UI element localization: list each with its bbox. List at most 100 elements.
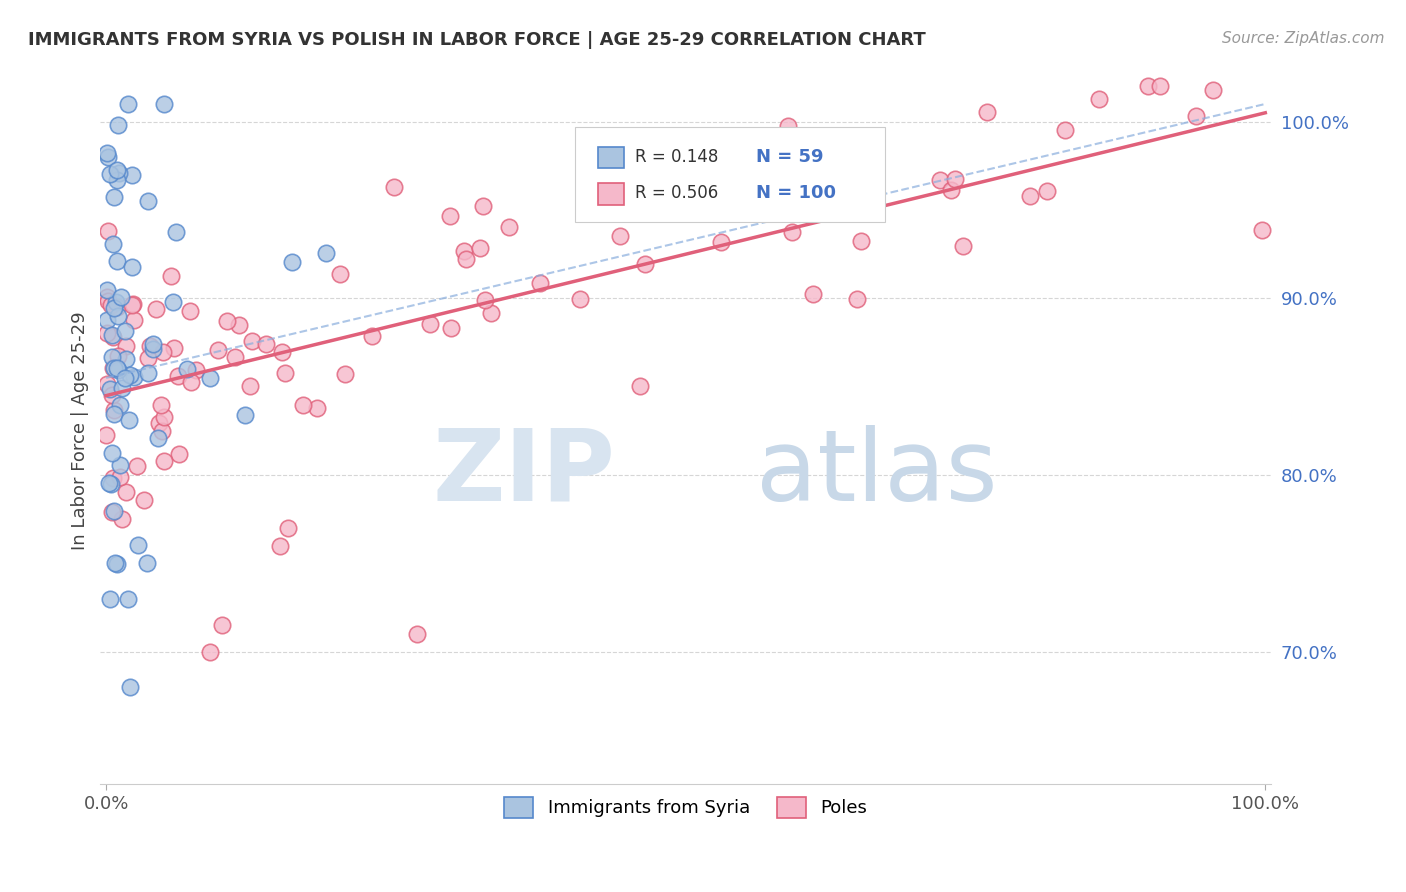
Point — [211, 618, 233, 632]
Point — [101, 471, 124, 485]
Point — [136, 351, 159, 365]
Point — [976, 105, 998, 120]
Point — [277, 521, 299, 535]
Point — [215, 314, 238, 328]
Point — [108, 458, 131, 473]
Point — [139, 339, 162, 353]
Point — [96, 377, 118, 392]
Point — [240, 334, 263, 348]
Point — [179, 304, 201, 318]
Point — [184, 363, 207, 377]
Point — [928, 172, 950, 186]
Point — [849, 234, 872, 248]
Point — [165, 225, 187, 239]
Point — [101, 351, 124, 365]
Point — [103, 407, 125, 421]
Point — [104, 557, 127, 571]
Point — [468, 241, 491, 255]
Point — [121, 168, 143, 182]
Point — [115, 351, 138, 366]
Point — [1053, 122, 1076, 136]
Point — [97, 475, 120, 490]
Point — [105, 361, 128, 376]
Point — [474, 293, 496, 308]
Point — [107, 309, 129, 323]
Point — [121, 297, 143, 311]
Point — [160, 269, 183, 284]
Point — [569, 292, 592, 306]
Point — [117, 591, 139, 606]
Point — [98, 167, 121, 181]
Point — [440, 320, 463, 334]
Point — [108, 469, 131, 483]
Point — [200, 371, 222, 385]
Point — [101, 387, 124, 401]
Point — [136, 557, 159, 571]
Point — [96, 313, 118, 327]
Point — [498, 219, 520, 234]
Point — [118, 680, 141, 694]
Text: ZIP: ZIP — [433, 425, 616, 522]
Point — [813, 170, 835, 185]
Point — [118, 413, 141, 427]
Point — [329, 268, 352, 282]
Point — [180, 376, 202, 390]
Point — [1251, 222, 1274, 236]
Point — [107, 349, 129, 363]
Point — [780, 225, 803, 239]
Point — [127, 538, 149, 552]
Point — [103, 301, 125, 315]
Point — [176, 361, 198, 376]
Point — [1019, 189, 1042, 203]
Text: R = 0.506: R = 0.506 — [636, 185, 718, 202]
Point — [101, 361, 124, 376]
Point — [96, 428, 118, 442]
Point — [406, 627, 429, 641]
Point — [101, 236, 124, 251]
Point — [315, 245, 337, 260]
Point — [628, 379, 651, 393]
Point — [256, 336, 278, 351]
Point — [101, 330, 124, 344]
Point — [107, 362, 129, 376]
Text: IMMIGRANTS FROM SYRIA VS POLISH IN LABOR FORCE | AGE 25-29 CORRELATION CHART: IMMIGRANTS FROM SYRIA VS POLISH IN LABOR… — [28, 31, 927, 49]
Point — [97, 293, 120, 308]
Point — [100, 445, 122, 459]
Point — [943, 171, 966, 186]
Point — [471, 199, 494, 213]
Point — [100, 298, 122, 312]
Point — [108, 166, 131, 180]
Point — [100, 328, 122, 343]
Point — [150, 425, 173, 439]
Point — [148, 431, 170, 445]
Point — [145, 301, 167, 316]
Point — [634, 257, 657, 271]
Point — [111, 512, 134, 526]
Point — [96, 283, 118, 297]
Text: N = 100: N = 100 — [756, 185, 837, 202]
Point — [142, 342, 165, 356]
Point — [271, 345, 294, 359]
Point — [291, 398, 314, 412]
Point — [105, 162, 128, 177]
Point — [1036, 184, 1059, 198]
Point — [776, 119, 799, 133]
Point — [120, 368, 142, 382]
Point — [269, 539, 291, 553]
Point — [115, 339, 138, 353]
Point — [121, 298, 143, 312]
Point — [152, 410, 174, 425]
Text: N = 59: N = 59 — [756, 147, 824, 166]
Point — [167, 447, 190, 461]
Point — [734, 129, 756, 144]
Bar — [598, 146, 624, 168]
Point — [111, 381, 134, 395]
Point — [136, 194, 159, 209]
Point — [239, 378, 262, 392]
Point — [939, 183, 962, 197]
Point — [163, 342, 186, 356]
Point — [136, 366, 159, 380]
Point — [360, 329, 382, 343]
Point — [233, 409, 256, 423]
Point — [96, 326, 118, 340]
